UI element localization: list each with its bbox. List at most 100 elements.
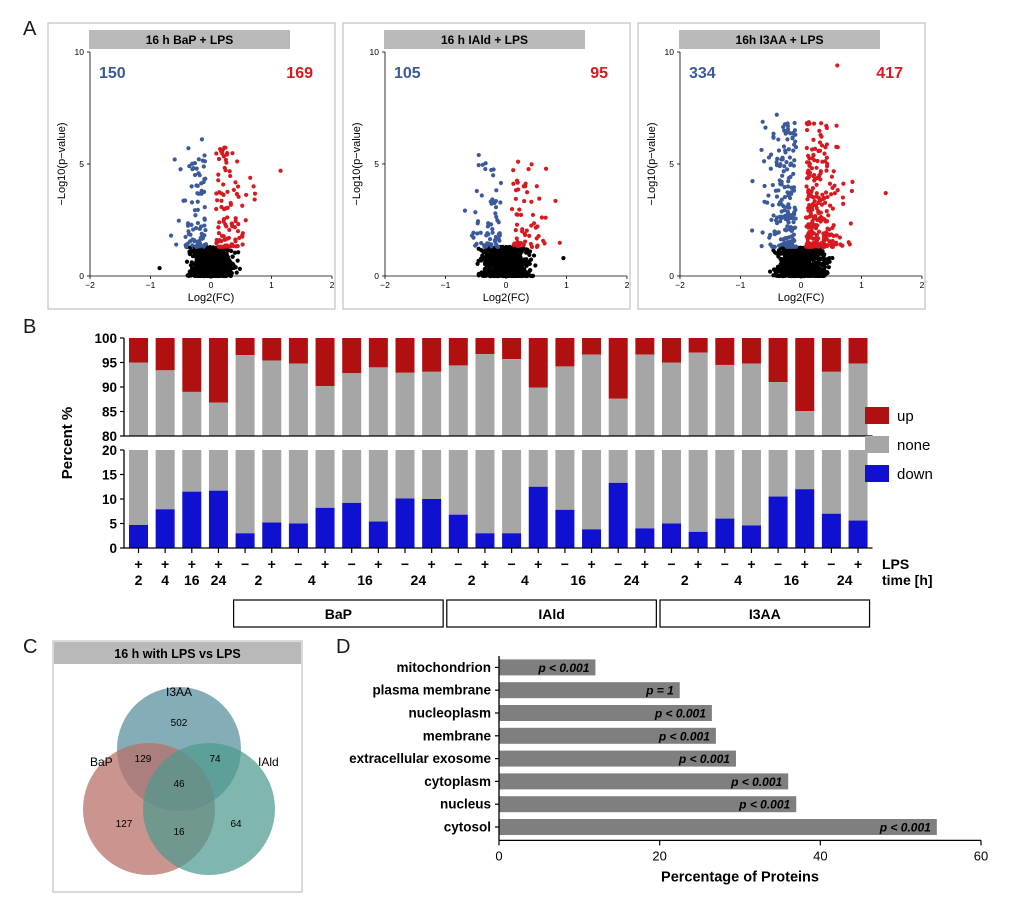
legend-swatch: [865, 407, 889, 424]
up-point: [221, 182, 226, 187]
up-point: [543, 215, 548, 220]
up-point: [850, 179, 855, 184]
up-point: [224, 224, 229, 229]
bar-none-upper: [688, 352, 708, 436]
up-point: [553, 198, 558, 204]
down-point: [791, 171, 796, 177]
bar-none-upper: [768, 382, 788, 436]
ns-point: [518, 252, 523, 257]
lps-sign: +: [801, 556, 809, 572]
down-point: [789, 185, 794, 190]
y-axis-label: Percent %: [59, 407, 76, 480]
x-tick-label: −1: [736, 280, 746, 290]
down-point: [188, 232, 193, 237]
ns-point: [212, 253, 217, 259]
up-point: [528, 241, 533, 247]
time-label: 16: [184, 572, 200, 588]
up-point: [831, 223, 836, 228]
up-point: [515, 180, 520, 185]
ns-point: [475, 261, 480, 266]
ns-point: [818, 267, 824, 272]
up-point: [816, 243, 822, 248]
down-point: [785, 129, 790, 134]
bar-none-upper: [555, 366, 575, 436]
ns-point: [231, 265, 237, 271]
ns-point: [790, 273, 795, 278]
ns-point: [810, 273, 815, 278]
upper-y-tick-label: 80: [102, 429, 117, 444]
bar-none-upper: [448, 365, 468, 436]
lps-sign: +: [747, 556, 755, 572]
down-point: [769, 217, 774, 222]
up-point: [236, 194, 241, 199]
down-point: [494, 214, 499, 219]
up-point: [219, 198, 224, 203]
ns-point: [507, 267, 512, 272]
ns-point: [797, 258, 802, 263]
time-label: 4: [161, 572, 169, 588]
up-point: [515, 212, 520, 217]
go-bar: [499, 727, 716, 744]
lps-sign: −: [721, 556, 729, 572]
up-point: [811, 230, 816, 236]
up-point: [515, 243, 520, 249]
up-point: [221, 154, 226, 159]
up-point: [830, 206, 835, 211]
bar-down-segment: [448, 514, 468, 548]
down-point: [784, 235, 790, 241]
down-point: [792, 238, 797, 243]
bar-down-segment: [129, 524, 148, 548]
ns-point: [779, 271, 785, 276]
up-point: [812, 158, 817, 163]
ns-point: [499, 248, 504, 253]
x-tick-label: −1: [441, 280, 451, 290]
lps-sign: −: [667, 556, 675, 572]
down-point: [778, 162, 783, 167]
down-point: [776, 137, 781, 142]
y-tick-label: 10: [665, 47, 675, 57]
up-point: [828, 203, 833, 208]
down-point: [483, 166, 488, 172]
down-point: [202, 205, 207, 210]
ns-point: [802, 257, 808, 263]
down-point: [783, 148, 788, 153]
ns-point: [476, 246, 481, 251]
ns-point: [524, 247, 529, 252]
outlier-point: [774, 112, 779, 117]
bar-up-segment: [235, 338, 255, 356]
down-point: [490, 226, 495, 232]
ns-point: [218, 263, 223, 268]
ns-point: [496, 260, 501, 265]
down-point: [195, 239, 201, 245]
down-point: [194, 183, 199, 188]
down-point: [776, 188, 781, 193]
up-point: [817, 140, 823, 145]
up-point: [235, 244, 240, 249]
bar-none-lower: [528, 450, 548, 487]
up-point: [227, 169, 232, 174]
ns-point: [225, 248, 230, 253]
bar-none-upper: [235, 355, 255, 436]
up-point: [225, 151, 230, 156]
down-point: [183, 198, 188, 203]
up-point: [834, 233, 839, 238]
volcano-plot-bap: 16 h BaP + LPS −2 −1 0 1 2 0 5 10 Log2(FC) −Log10(…: [47, 22, 336, 310]
up-point: [805, 239, 810, 244]
x-axis-label: Log2(FC): [778, 292, 824, 304]
header-bar: [54, 642, 301, 664]
down-point: [473, 210, 478, 215]
down-point: [781, 169, 786, 174]
bar-down-segment: [608, 482, 628, 548]
down-point: [462, 208, 468, 213]
upper-y-tick-label: 90: [102, 380, 117, 395]
ns-point: [187, 250, 192, 255]
x-tick-label: 0: [504, 280, 509, 290]
bar-down-segment: [475, 533, 495, 548]
down-point: [772, 230, 777, 235]
down-point: [792, 120, 797, 126]
bar-none-upper: [288, 363, 308, 436]
ns-point: [813, 273, 818, 279]
up-point: [837, 235, 842, 240]
bar-none-upper: [315, 386, 335, 436]
time-row-label: time [h]: [882, 572, 933, 588]
